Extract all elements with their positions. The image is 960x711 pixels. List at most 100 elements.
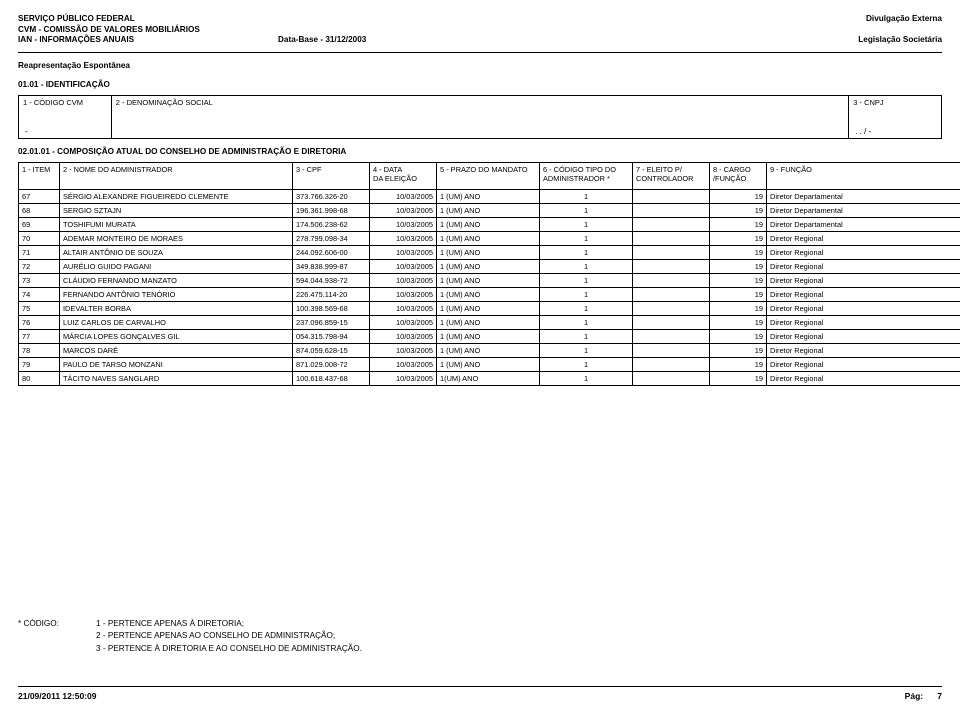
cell-5: 1	[540, 203, 633, 217]
cell-2: 594.044.938-72	[293, 273, 370, 287]
hdr-line1-right: Divulgação Externa	[858, 14, 942, 25]
cell-8: Diretor Regional	[767, 357, 960, 371]
cell-0: 76	[19, 315, 60, 329]
cell-8: Diretor Regional	[767, 259, 960, 273]
cell-5: 1	[540, 245, 633, 259]
table-row: 79PAULO DE TARSO MONZANI871.029.008-7210…	[19, 357, 960, 371]
cell-1: TÁCITO NAVES SANGLARD	[60, 371, 293, 385]
table-row: 75IDEVALTER BORBA100.398.569-6810/03/200…	[19, 301, 960, 315]
top-header-right: Divulgação Externa Legislação Societária	[858, 14, 942, 46]
ident-cell-label: 2 - DENOMINAÇÃO SOCIAL	[116, 98, 844, 107]
cell-2: 874.059.628-15	[293, 343, 370, 357]
cell-2: 174.506.238-62	[293, 217, 370, 231]
cell-2: 244.092.606-00	[293, 245, 370, 259]
cell-1: MÁRCIA LOPES GONÇALVES GIL	[60, 329, 293, 343]
footer: 21/09/2011 12:50:09 Pág: 7	[18, 686, 942, 701]
cell-8: Diretor Departamental	[767, 203, 960, 217]
legend-line-2: 3 - PERTENCE À DIRETORIA E AO CONSELHO D…	[96, 643, 362, 655]
cell-6	[633, 259, 710, 273]
col-header-4: 5 - PRAZO DO MANDATO	[437, 162, 540, 189]
cell-1: SERGIO SZTAJN	[60, 203, 293, 217]
cell-4: 1 (UM) ANO	[437, 343, 540, 357]
cell-2: 237.096.859-15	[293, 315, 370, 329]
cell-5: 1	[540, 329, 633, 343]
cell-1: LUIZ CARLOS DE CARVALHO	[60, 315, 293, 329]
cell-7: 19	[710, 217, 767, 231]
cell-2: 100.618.437-68	[293, 371, 370, 385]
cell-1: ALTAIR ANTÔNIO DE SOUZA	[60, 245, 293, 259]
col-header-2: 3 - CPF	[293, 162, 370, 189]
cell-7: 19	[710, 259, 767, 273]
cell-4: 1 (UM) ANO	[437, 357, 540, 371]
ident-cell-label: 1 - CÓDIGO CVM	[23, 98, 107, 107]
cell-5: 1	[540, 273, 633, 287]
cell-0: 72	[19, 259, 60, 273]
col-header-7: 8 - CARGO/FUNÇÃO	[710, 162, 767, 189]
table-row: 70ADEMAR MONTEIRO DE MORAES278.799.098-3…	[19, 231, 960, 245]
cell-2: 349.838.999-87	[293, 259, 370, 273]
legend: * CÓDIGO: 1 - PERTENCE APENAS À DIRETORI…	[18, 618, 362, 655]
ident-cell-label: 3 - CNPJ	[853, 98, 937, 107]
table-row: 73CLÁUDIO FERNANDO MANZATO594.044.938-72…	[19, 273, 960, 287]
cell-5: 1	[540, 189, 633, 203]
ident-cell-0: 1 - CÓDIGO CVM -	[19, 96, 112, 138]
cell-3: 10/03/2005	[370, 287, 437, 301]
top-header-left: SERVIÇO PÚBLICO FEDERAL CVM - COMISSÃO D…	[18, 14, 366, 46]
cell-2: 278.799.098-34	[293, 231, 370, 245]
top-header: SERVIÇO PÚBLICO FEDERAL CVM - COMISSÃO D…	[18, 14, 942, 46]
cell-6	[633, 301, 710, 315]
table-row: 76LUIZ CARLOS DE CARVALHO237.096.859-151…	[19, 315, 960, 329]
cell-5: 1	[540, 231, 633, 245]
table-row: 68SERGIO SZTAJN196.361.998-6810/03/20051…	[19, 203, 960, 217]
cell-4: 1 (UM) ANO	[437, 231, 540, 245]
hdr-line1-left: SERVIÇO PÚBLICO FEDERAL	[18, 14, 366, 25]
cell-4: 1 (UM) ANO	[437, 329, 540, 343]
table-header-row: 1 - ITEM2 - NOME DO ADMINISTRADOR3 - CPF…	[19, 162, 960, 189]
cell-8: Diretor Departamental	[767, 189, 960, 203]
cell-5: 1	[540, 343, 633, 357]
cell-4: 1 (UM) ANO	[437, 273, 540, 287]
cell-3: 10/03/2005	[370, 315, 437, 329]
cell-2: 100.398.569-68	[293, 301, 370, 315]
cell-8: Diretor Regional	[767, 301, 960, 315]
cell-7: 19	[710, 231, 767, 245]
ident-cell-value: -	[25, 127, 28, 136]
cell-6	[633, 189, 710, 203]
section1-title: 01.01 - IDENTIFICAÇÃO	[18, 80, 942, 89]
cell-4: 1 (UM) ANO	[437, 315, 540, 329]
cell-3: 10/03/2005	[370, 231, 437, 245]
footer-page-value: 7	[937, 691, 942, 701]
cell-7: 19	[710, 343, 767, 357]
legend-label: * CÓDIGO:	[18, 618, 96, 630]
cell-3: 10/03/2005	[370, 259, 437, 273]
table-row: 71ALTAIR ANTÔNIO DE SOUZA244.092.606-001…	[19, 245, 960, 259]
page: SERVIÇO PÚBLICO FEDERAL CVM - COMISSÃO D…	[0, 0, 960, 711]
cell-3: 10/03/2005	[370, 203, 437, 217]
admin-table: 1 - ITEM2 - NOME DO ADMINISTRADOR3 - CPF…	[18, 162, 960, 386]
cell-1: ADEMAR MONTEIRO DE MORAES	[60, 231, 293, 245]
cell-7: 19	[710, 245, 767, 259]
reapresentacao: Reapresentação Espontânea	[18, 61, 942, 70]
legend-line-1: 2 - PERTENCE APENAS AO CONSELHO DE ADMIN…	[96, 630, 335, 642]
footer-page: Pág: 7	[905, 691, 942, 701]
cell-1: TOSHIFUMI MURATA	[60, 217, 293, 231]
cell-4: 1(UM) ANO	[437, 371, 540, 385]
cell-8: Diretor Regional	[767, 245, 960, 259]
cell-7: 19	[710, 357, 767, 371]
cell-8: Diretor Regional	[767, 371, 960, 385]
cell-3: 10/03/2005	[370, 189, 437, 203]
cell-0: 80	[19, 371, 60, 385]
cell-7: 19	[710, 273, 767, 287]
cell-0: 79	[19, 357, 60, 371]
cell-3: 10/03/2005	[370, 329, 437, 343]
cell-4: 1 (UM) ANO	[437, 287, 540, 301]
cell-3: 10/03/2005	[370, 371, 437, 385]
col-header-6: 7 - ELEITO P/CONTROLADOR	[633, 162, 710, 189]
cell-0: 68	[19, 203, 60, 217]
cell-2: 226.475.114-20	[293, 287, 370, 301]
cell-6	[633, 203, 710, 217]
cell-1: FERNANDO ANTÔNIO TENÓRIO	[60, 287, 293, 301]
cell-3: 10/03/2005	[370, 357, 437, 371]
cell-2: 054.315.798-94	[293, 329, 370, 343]
cell-7: 19	[710, 189, 767, 203]
